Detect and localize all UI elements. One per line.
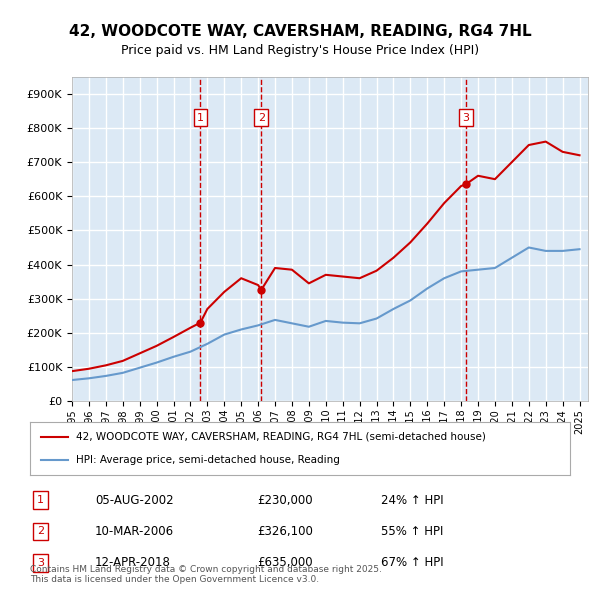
Text: 24% ↑ HPI: 24% ↑ HPI (381, 494, 443, 507)
Text: HPI: Average price, semi-detached house, Reading: HPI: Average price, semi-detached house,… (76, 455, 340, 465)
Text: 55% ↑ HPI: 55% ↑ HPI (381, 525, 443, 538)
Text: 2: 2 (258, 113, 265, 123)
Text: 12-APR-2018: 12-APR-2018 (95, 556, 170, 569)
Text: 1: 1 (37, 496, 44, 505)
Text: 3: 3 (37, 558, 44, 568)
Text: Contains HM Land Registry data © Crown copyright and database right 2025.
This d: Contains HM Land Registry data © Crown c… (30, 565, 382, 584)
Text: £326,100: £326,100 (257, 525, 313, 538)
Text: 3: 3 (463, 113, 469, 123)
Text: 67% ↑ HPI: 67% ↑ HPI (381, 556, 443, 569)
Text: 05-AUG-2002: 05-AUG-2002 (95, 494, 173, 507)
Text: £230,000: £230,000 (257, 494, 313, 507)
Text: Price paid vs. HM Land Registry's House Price Index (HPI): Price paid vs. HM Land Registry's House … (121, 44, 479, 57)
Text: £635,000: £635,000 (257, 556, 313, 569)
Text: 42, WOODCOTE WAY, CAVERSHAM, READING, RG4 7HL: 42, WOODCOTE WAY, CAVERSHAM, READING, RG… (68, 24, 532, 38)
Text: 2: 2 (37, 526, 44, 536)
Text: 10-MAR-2006: 10-MAR-2006 (95, 525, 174, 538)
Text: 1: 1 (197, 113, 204, 123)
Text: 42, WOODCOTE WAY, CAVERSHAM, READING, RG4 7HL (semi-detached house): 42, WOODCOTE WAY, CAVERSHAM, READING, RG… (76, 432, 486, 442)
